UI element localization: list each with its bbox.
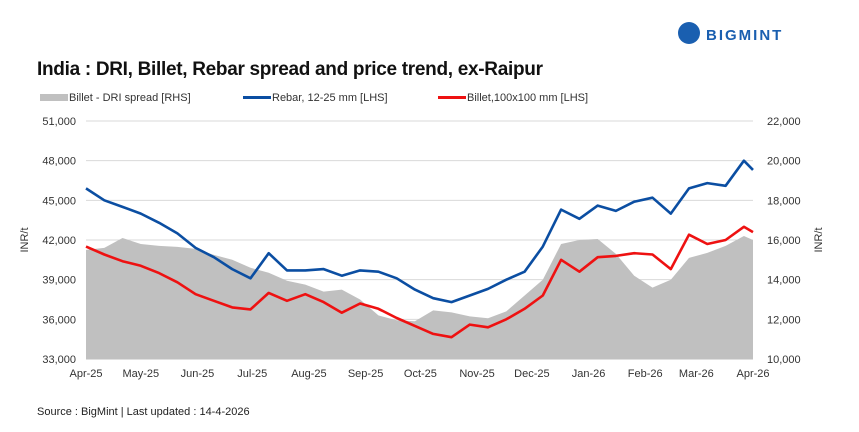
legend: Billet - DRI spread [RHS] Rebar, 12-25 mm… bbox=[40, 92, 588, 104]
brand-name: BIGMINT bbox=[706, 27, 783, 44]
y2-tick-label: 14,000 bbox=[767, 275, 801, 287]
source-note: Source : BigMint | Last updated : 14-4-2… bbox=[37, 406, 250, 418]
legend-label: Billet,100x100 mm [LHS] bbox=[467, 92, 588, 104]
x-tick-label: Feb-26 bbox=[628, 368, 663, 380]
x-tick-label: Aug-25 bbox=[291, 368, 326, 380]
logo-icon bbox=[678, 22, 700, 44]
x-tick-label: Apr-26 bbox=[736, 368, 769, 380]
x-tick-label: Nov-25 bbox=[459, 368, 494, 380]
y2-tick-label: 20,000 bbox=[767, 156, 801, 168]
y-axis-label: INR/t bbox=[19, 227, 31, 252]
rebar-line bbox=[85, 159, 754, 304]
x-tick-label: Jun-25 bbox=[181, 368, 215, 380]
y-tick-label: 36,000 bbox=[42, 314, 76, 326]
x-tick-label: Jan-26 bbox=[572, 368, 606, 380]
y2-axis-label: INR/t bbox=[813, 227, 825, 252]
x-tick-label: Sep-25 bbox=[348, 368, 383, 380]
legend-label: Rebar, 12-25 mm [LHS] bbox=[272, 92, 388, 104]
chart-title: India : DRI, Billet, Rebar spread and pr… bbox=[37, 59, 544, 80]
billet-line bbox=[85, 225, 754, 339]
x-tick-label: Oct-25 bbox=[404, 368, 437, 380]
y2-tick-label: 10,000 bbox=[767, 354, 801, 366]
legend-label: Billet - DRI spread [RHS] bbox=[69, 92, 191, 104]
x-tick-label: Jul-25 bbox=[237, 368, 267, 380]
y-tick-label: 39,000 bbox=[42, 275, 76, 287]
y-tick-label: 51,000 bbox=[42, 116, 76, 128]
bigmint-logo: BIGMINT bbox=[678, 22, 783, 44]
x-tick-label: Mar-26 bbox=[679, 368, 714, 380]
y2-tick-label: 12,000 bbox=[767, 314, 801, 326]
y2-tick-label: 16,000 bbox=[767, 235, 801, 247]
y-tick-label: 48,000 bbox=[42, 156, 76, 168]
y-tick-label: 45,000 bbox=[42, 195, 76, 207]
x-tick-label: Apr-25 bbox=[69, 368, 102, 380]
x-tick-label: Dec-25 bbox=[514, 368, 549, 380]
legend-swatch-spread bbox=[40, 94, 68, 101]
x-tick-label: May-25 bbox=[122, 368, 159, 380]
y-tick-label: 42,000 bbox=[42, 235, 76, 247]
y2-tick-label: 22,000 bbox=[767, 116, 801, 128]
y-tick-label: 33,000 bbox=[42, 354, 76, 366]
y2-tick-label: 18,000 bbox=[767, 195, 801, 207]
